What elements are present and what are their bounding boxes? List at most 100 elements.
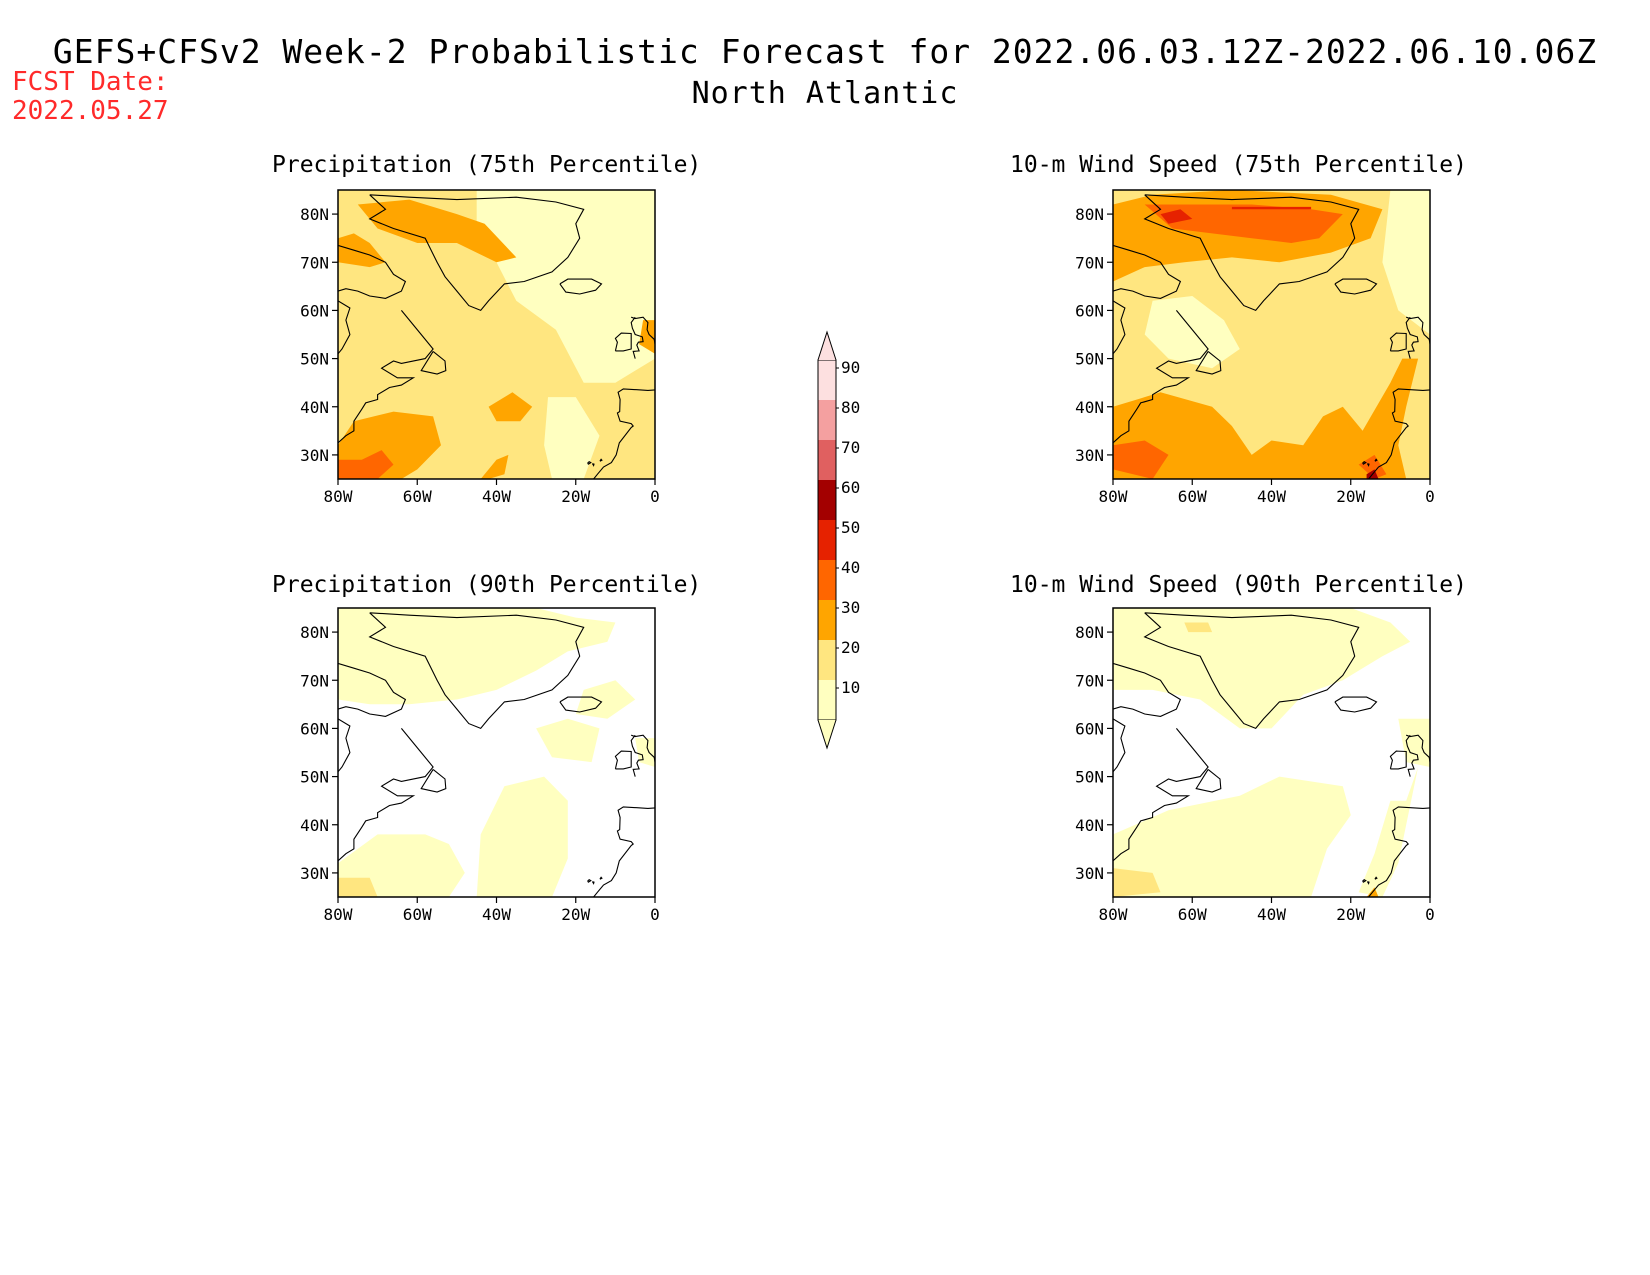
coastline (631, 316, 655, 345)
coastline (1374, 876, 1378, 880)
coastline (1113, 662, 1182, 717)
y-tick-label: 50N (300, 768, 329, 787)
colorbar-label: 70 (841, 438, 860, 457)
probability-region-c30 (338, 233, 386, 268)
x-tick-label: 60W (1178, 905, 1207, 924)
x-tick-label: 40W (482, 487, 511, 506)
y-tick-label: 80N (1075, 205, 1104, 224)
coastline (631, 734, 655, 763)
probability-region-c10 (1144, 296, 1240, 369)
colorbar-swatch (818, 400, 836, 440)
x-tick-label: 80W (1099, 487, 1128, 506)
coastline (1113, 310, 1209, 444)
coastline (559, 278, 603, 295)
x-tick-label: 40W (1257, 905, 1286, 924)
coastline (1113, 300, 1126, 355)
coastline (1113, 244, 1182, 299)
panel-title-precip-75: Precipitation (75th Percentile) (272, 152, 702, 178)
y-tick-label: 70N (1075, 671, 1104, 690)
main-title: GEFS+CFSv2 Week-2 Probabilistic Forecast… (52, 32, 1598, 71)
coastline (420, 768, 447, 793)
x-tick-label: 0 (650, 487, 660, 506)
coastline (1334, 278, 1378, 295)
y-tick-label: 70N (1075, 253, 1104, 272)
x-tick-label: 20W (561, 905, 590, 924)
panel-title-wind-75: 10-m Wind Speed (75th Percentile) (1010, 152, 1467, 178)
probability-region-c20 (1113, 868, 1161, 897)
coastline (1362, 879, 1367, 883)
colorbar-label: 30 (841, 598, 860, 617)
colorbar-swatch (818, 440, 836, 480)
colorbar-swatch (818, 520, 836, 560)
coastline (587, 461, 592, 465)
coastline (614, 332, 632, 352)
colorbar-swatch (818, 560, 836, 600)
probability-region-c40 (1113, 440, 1169, 479)
coastline (338, 300, 351, 355)
coastline (1113, 728, 1209, 862)
coastline (591, 881, 595, 885)
coastline (1368, 388, 1430, 479)
probability-region-c10 (544, 397, 600, 479)
probability-region-c30 (639, 320, 655, 354)
x-tick-label: 40W (1257, 487, 1286, 506)
coastline (1405, 734, 1419, 777)
coastline (614, 750, 632, 770)
map-svg: 80W 60W 40W 20W 0 30N 40N 50N 60N 70N 80N (1075, 607, 1435, 924)
probability-region-c50 (1160, 209, 1193, 224)
y-tick-label: 30N (1075, 864, 1104, 883)
y-tick-label: 30N (300, 864, 329, 883)
coastline (1405, 316, 1419, 359)
probability-region-c10 (1113, 776, 1351, 897)
fcst-date-label: FCST Date: (12, 67, 169, 97)
y-tick-label: 70N (300, 671, 329, 690)
x-tick-label: 20W (1336, 487, 1365, 506)
y-tick-label: 80N (300, 623, 329, 642)
probability-region-c40 (1144, 204, 1343, 243)
coastline (338, 310, 434, 444)
probability-region-c10 (338, 608, 616, 705)
coastline (599, 876, 603, 880)
probability-region-c10 (536, 718, 600, 763)
coastline (1374, 458, 1378, 462)
y-tick-label: 80N (300, 205, 329, 224)
probability-region-c20 (338, 877, 378, 897)
colorbar-label: 90 (841, 358, 860, 377)
coastline (1366, 881, 1370, 885)
y-tick-label: 60N (300, 719, 329, 738)
coastline (1195, 350, 1222, 375)
y-tick-label: 70N (300, 253, 329, 272)
y-tick-label: 40N (1075, 398, 1104, 417)
x-tick-label: 60W (403, 487, 432, 506)
panel-title-wind-90: 10-m Wind Speed (90th Percentile) (1010, 572, 1467, 598)
probability-region-c20 (1184, 622, 1213, 633)
colorbar-label: 10 (841, 678, 860, 697)
y-tick-label: 40N (1075, 816, 1104, 835)
coastline (559, 696, 603, 713)
coastline (599, 458, 603, 462)
map-svg: 80W 60W 40W 20W 0 30N 40N 50N 60N 70N 80N (300, 189, 660, 506)
x-tick-label: 80W (324, 905, 353, 924)
y-tick-label: 40N (300, 816, 329, 835)
panel-title-precip-90: Precipitation (90th Percentile) (272, 572, 702, 598)
probability-region-c30 (1113, 358, 1419, 479)
coastline (368, 612, 585, 730)
colorbar-swatch (818, 680, 836, 720)
probability-region-c30 (480, 454, 509, 479)
coastline (1334, 696, 1378, 713)
coastline (368, 194, 585, 312)
y-tick-label: 60N (1075, 719, 1104, 738)
colorbar-swatch (818, 640, 836, 680)
x-tick-label: 0 (1425, 905, 1435, 924)
colorbar-label: 20 (841, 638, 860, 657)
coastline (338, 728, 434, 862)
x-tick-label: 0 (1425, 487, 1435, 506)
map-wind-75: 80W 60W 40W 20W 0 30N 40N 50N 60N 70N 80N (1065, 189, 1445, 515)
probability-region-c30 (357, 199, 517, 263)
x-tick-label: 40W (482, 905, 511, 924)
coastline (1143, 194, 1360, 312)
coastline (593, 388, 655, 479)
coastline (338, 718, 351, 773)
color-bar-svg: 10 20 30 40 50 60 70 80 90 (817, 330, 860, 750)
coastline (593, 806, 655, 897)
